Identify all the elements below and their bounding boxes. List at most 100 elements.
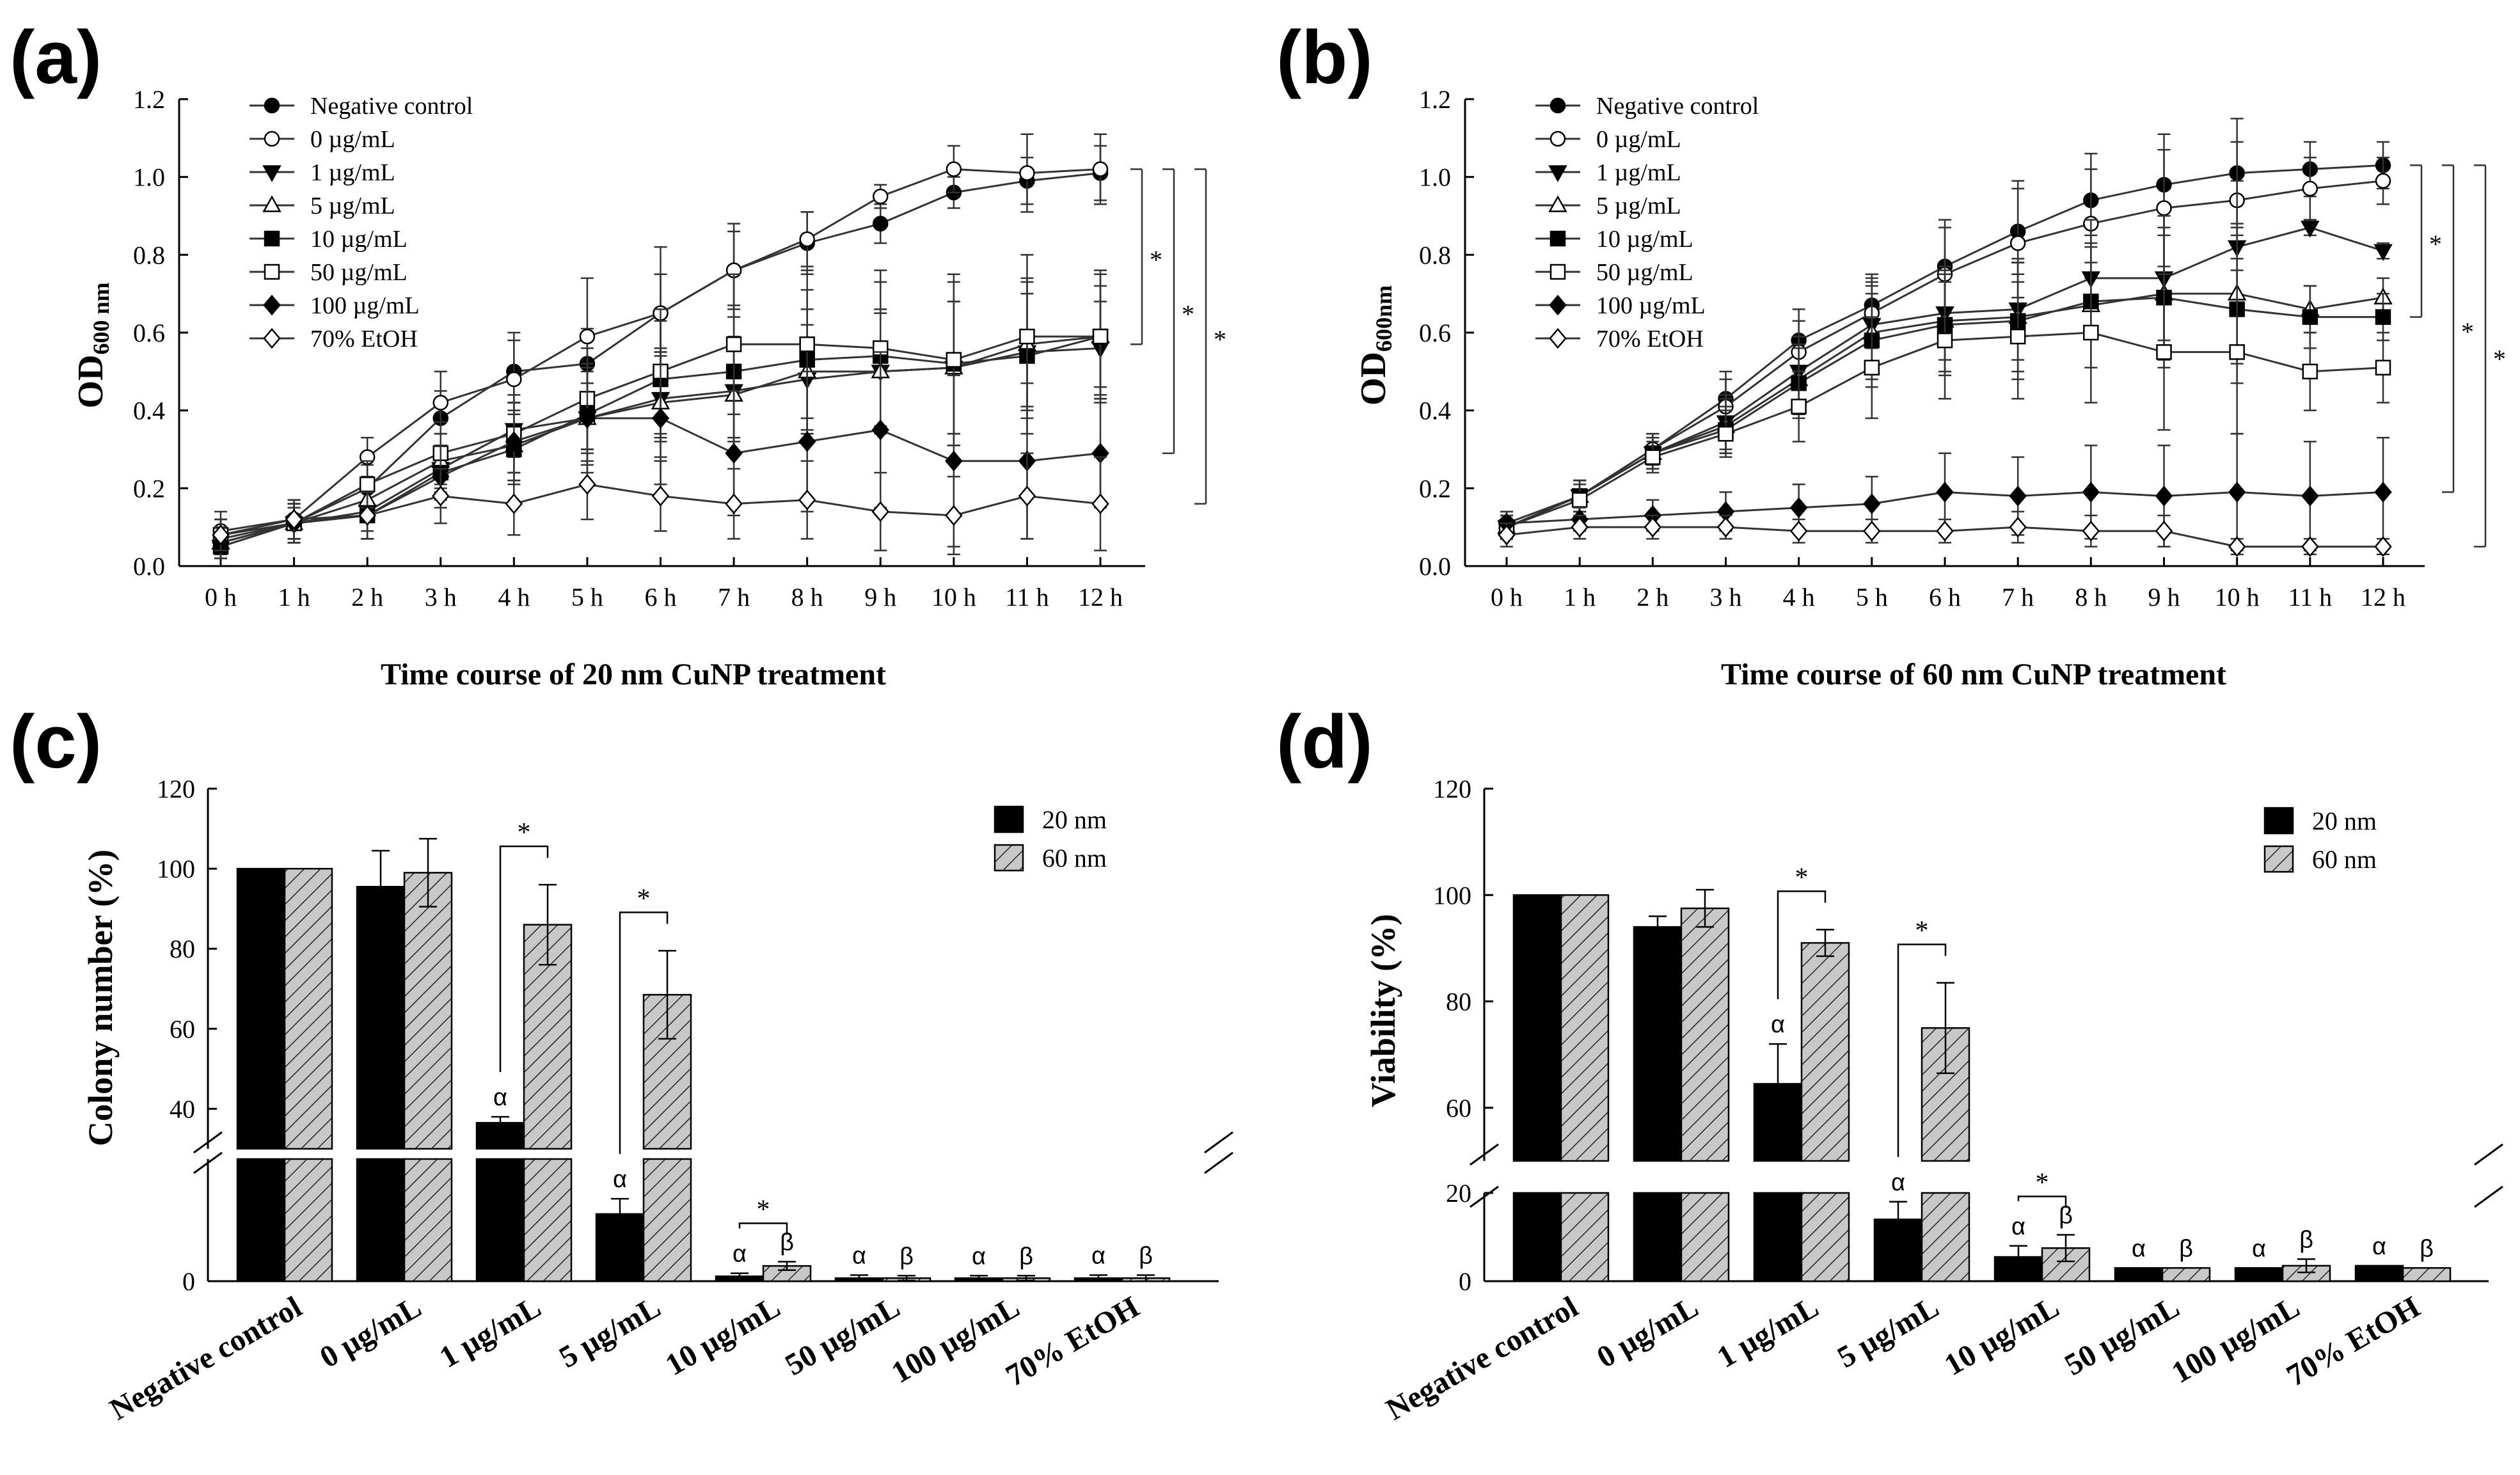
data-point: [2083, 324, 2099, 341]
bar-annotation: α: [613, 1166, 627, 1193]
bar-annotation: α: [2372, 1233, 2386, 1260]
bar-annotation: β: [2299, 1227, 2313, 1254]
significance-star: *: [518, 818, 531, 848]
significance-star: *: [2036, 1169, 2049, 1198]
data-point: [578, 474, 596, 495]
bar-lower-segment: [403, 1158, 453, 1282]
data-point: [945, 505, 963, 526]
significance-star: *: [1150, 245, 1162, 274]
y-tick-label: 1.2: [1419, 85, 1451, 114]
legend-marker: [1548, 195, 1567, 212]
y-axis-label-sub-b: 600nm: [1371, 285, 1397, 352]
data-point: [359, 477, 376, 493]
legend-label: 0 µg/mL: [1596, 126, 1681, 153]
data-point: [1864, 359, 1880, 375]
y-tick-label: 0: [182, 1267, 195, 1296]
bar-annotation: β: [2179, 1235, 2193, 1262]
legend-marker: [263, 294, 281, 316]
bar-lower-segment: [1921, 1192, 1970, 1282]
bar-annotation: α: [2132, 1235, 2146, 1262]
y-tick-label: 80: [1446, 988, 1471, 1016]
significance-star: *: [1182, 300, 1194, 329]
panel-label-c: (c): [10, 700, 102, 784]
bar-annotation: α: [493, 1084, 507, 1111]
bar-annotation: α: [2011, 1213, 2025, 1240]
y-axis-label-d: Viability (%): [1364, 914, 1402, 1107]
bar-annotation: β: [1019, 1243, 1033, 1270]
data-point: [651, 485, 670, 507]
bar: [2354, 1265, 2404, 1282]
legend-marker: [1549, 294, 1567, 316]
legend-marker: [264, 264, 280, 280]
y-tick-label: 120: [157, 775, 195, 803]
y-tick-label: 0.4: [1419, 397, 1451, 425]
data-point: [2373, 244, 2393, 262]
data-point: [212, 525, 230, 546]
data-point: [2009, 328, 2026, 345]
x-tick-label: 100 µg/mL: [886, 1290, 1026, 1390]
legend-label: 70% EtOH: [310, 326, 418, 352]
y-tick-label: 100: [1433, 881, 1471, 910]
y-tick-label: 100: [157, 855, 195, 883]
data-point: [1498, 525, 1516, 546]
legend-label: 5 µg/mL: [1596, 193, 1681, 219]
bar-annotation: α: [1771, 1011, 1785, 1038]
legend-swatch: [2263, 807, 2294, 835]
significance-star: *: [637, 884, 651, 913]
data-point: [1019, 165, 1035, 181]
significance-star: *: [1915, 916, 1929, 945]
bar-annotation: α: [2252, 1235, 2266, 1262]
x-tick-label: 4 h: [1783, 583, 1815, 611]
panel-label-b: (b): [1276, 15, 1373, 100]
x-tick-label: 2 h: [351, 583, 383, 611]
data-point: [1718, 425, 1734, 442]
data-point: [1644, 516, 1662, 538]
legend-label: 60 nm: [2312, 845, 2377, 874]
bar-lower-segment: [356, 1158, 406, 1282]
legend-label: 10 µg/mL: [1596, 226, 1693, 253]
data-point: [2156, 344, 2172, 360]
legend-swatch: [2263, 845, 2294, 873]
data-point: [1936, 521, 1954, 542]
bar: [1560, 894, 1610, 1162]
y-tick-label: 120: [1433, 775, 1471, 803]
data-point: [285, 509, 303, 530]
data-point: [2374, 536, 2392, 557]
data-point: [506, 371, 522, 388]
x-tick-label: 4 h: [498, 583, 530, 611]
data-point: [2301, 485, 2319, 507]
legend-marker: [263, 327, 281, 349]
significance-bracket: [499, 845, 549, 1072]
data-point: [578, 407, 596, 429]
bar: [1800, 942, 1850, 1162]
bar-lower-segment: [1560, 1192, 1610, 1282]
bar-lower-segment: [1512, 1192, 1562, 1282]
y-tick-label: 0.2: [133, 474, 165, 503]
data-point: [1936, 482, 1954, 503]
significance-bracket: [1897, 943, 1947, 1157]
bar-annotation: β: [899, 1243, 914, 1270]
y-tick-label: 40: [170, 1094, 195, 1123]
x-tick-label: 5 µg/mL: [553, 1290, 666, 1375]
legend-marker: [1549, 130, 1566, 147]
x-tick-label: 1 h: [1564, 583, 1596, 611]
data-point: [1018, 485, 1036, 507]
bar: [2281, 1265, 2331, 1282]
bar-annotation: α: [972, 1243, 986, 1270]
axis-break-mark: [1470, 1185, 1499, 1208]
y-axis-label-sub-a: 600 nm: [88, 282, 114, 354]
x-axis-label-a: Time course of 20 nm CuNP treatment: [381, 658, 886, 691]
data-point: [2155, 485, 2173, 507]
bar-lower-segment: [1800, 1192, 1850, 1282]
x-tick-label: 7 h: [718, 583, 750, 611]
legend-marker: [264, 97, 280, 114]
y-tick-label: 0.2: [1419, 474, 1451, 503]
axis-break-mark: [1204, 1131, 1233, 1154]
bar: [1512, 894, 1562, 1162]
x-tick-label: 11 h: [1005, 583, 1049, 611]
data-point: [2156, 200, 2172, 216]
data-point: [1571, 492, 1588, 508]
data-point: [2009, 235, 2026, 251]
x-tick-label: 3 h: [425, 583, 457, 611]
data-point: [798, 489, 816, 510]
